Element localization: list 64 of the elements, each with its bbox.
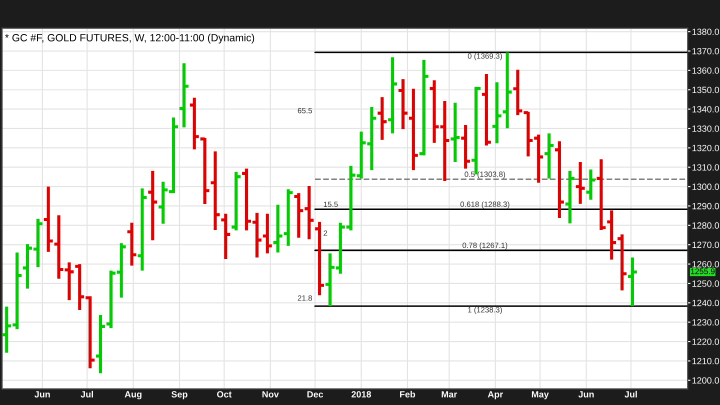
candlestick: [501, 50, 514, 130]
x-tick-label: Sep: [171, 391, 188, 400]
candlestick: [386, 56, 399, 135]
candlestick: [314, 220, 326, 297]
candlestick: [146, 169, 159, 242]
candlestick: [220, 212, 232, 261]
x-tick-label: Mar: [442, 391, 458, 398]
y-tick-label: 1240.0: [692, 300, 720, 306]
x-tick-label: Oct: [217, 391, 232, 398]
y-tick-label: 1280.0: [692, 222, 720, 229]
candlestick: [460, 123, 472, 170]
x-tick-label: Jun: [34, 391, 50, 398]
x-tick-label: Aug: [124, 391, 142, 400]
candlestick: [480, 72, 492, 148]
x-tick-label: 2018: [352, 391, 372, 398]
candlestick: [230, 170, 242, 232]
candlestick: [584, 168, 597, 202]
y-tick-label: 1360.0: [692, 67, 720, 74]
candlestick: [178, 62, 190, 129]
y-tick-label: 1260.0: [692, 261, 720, 268]
x-tick-label: Apr: [488, 391, 504, 400]
candlestick: [606, 208, 618, 262]
y-tick-label: 1300.0: [692, 184, 720, 190]
candlestick: [261, 212, 274, 255]
y-tick-label: 1340.0: [692, 106, 720, 112]
x-tick-label: Nov: [262, 391, 279, 398]
x-tick-label: Feb: [400, 390, 416, 398]
candlestick: [553, 140, 566, 220]
candlestick: [42, 185, 54, 254]
candlestick: [126, 221, 138, 268]
candlestick: [490, 80, 503, 145]
y-tick-label: 1210.0: [692, 358, 720, 364]
candlestick: [574, 160, 586, 206]
candlestick: [136, 186, 148, 272]
y-tick-label: 1320.0: [692, 144, 720, 152]
candlestick: [396, 78, 409, 131]
y-tick-label: 1230.0: [692, 319, 720, 326]
text: 1255.9: [690, 268, 715, 274]
candlestick: [449, 101, 462, 164]
x-tick-label: May: [532, 391, 549, 400]
x-tick-label: Jun: [578, 391, 594, 398]
y-tick-label: 1270.0: [692, 242, 720, 248]
candlestick: [543, 132, 556, 180]
candlestick: [564, 169, 576, 225]
x-tick-label: Jul: [80, 390, 93, 398]
y-tick-label: 1200.0: [692, 377, 720, 384]
y-tick-label: 1290.0: [692, 202, 720, 210]
candlestick: [616, 232, 628, 292]
y-tick-label: 1310.0: [692, 164, 720, 171]
y-tick-label: 1330.0: [692, 125, 720, 132]
y-tick-label: 1380.0: [692, 28, 720, 36]
candlestick: [595, 158, 608, 232]
y-tick-label: 1250.0: [692, 280, 720, 287]
chart-title: * GC #F, GOLD FUTURES, W, 12:00-11:00 (Dynamic): [5, 34, 254, 44]
candlestick: [626, 256, 638, 308]
candlestick: [209, 150, 222, 232]
candlestick: [376, 96, 388, 142]
y-tick-label: 1220.0: [692, 338, 720, 345]
candlestick: [418, 58, 430, 157]
y-tick-label: 1350.0: [692, 86, 720, 94]
x-tick-label: Dec: [307, 391, 324, 398]
x-tick-label: Jul: [624, 390, 637, 398]
candlestick: [407, 87, 420, 172]
y-tick-label: 1370.0: [692, 48, 720, 54]
